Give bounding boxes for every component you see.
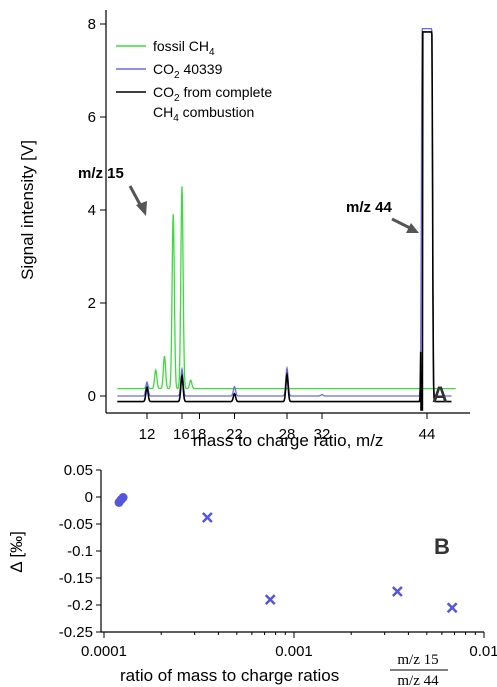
panel-b-y-tick-label: -0.1: [67, 543, 93, 560]
legend: fossil CH4 CO2 40339 CO2 from complete C…: [116, 38, 272, 124]
panel-b-y-tick-label: -0.2: [67, 597, 93, 614]
legend-label-fossil-ch4: fossil CH4: [153, 38, 215, 58]
panel-b-x-tick-label: 0.001: [275, 643, 313, 660]
panel-a-x-axis-title: mass to charge ratio, m/z: [193, 431, 384, 450]
panel-a-y-tick-label: 2: [88, 295, 96, 312]
panel-b-chart: 0.05 0 -0.05 -0.1 -0.15 -0.2 -0.25 0.0001 0.001…: [7, 462, 497, 687]
panel-a-y-tick-label: 8: [88, 16, 96, 33]
data-point-cross-stroke: [446, 602, 458, 614]
panel-b-y-axis-title: Δ [‰]: [7, 531, 26, 573]
data-point-cross: [201, 512, 213, 523]
data-point-cross-stroke: [391, 586, 403, 597]
panel-a-x-tick-label: 28: [279, 426, 296, 443]
annotation-mz15-label: m/z 15: [78, 165, 124, 182]
panel-b-y-tick-label: 0: [85, 489, 93, 506]
annotation-mz44-arrowhead: [406, 223, 419, 233]
series-line-0: [117, 186, 456, 390]
data-point-cross: [391, 586, 403, 597]
legend-label-co2-combustion: CO2 from complete: [153, 84, 272, 104]
panel-b-x-tick-label: 0.0001: [81, 643, 127, 660]
panel-a-x-tick-label: 1618: [173, 426, 206, 443]
panel-b-x-tick-label: 0.01: [469, 643, 497, 660]
fraction-denominator: m/z 44: [397, 673, 439, 687]
panel-a-y-axis-title: Signal intensity [V]: [18, 140, 37, 280]
panel-a-x-ticks: 12 1618 22 28 32 44: [139, 413, 436, 443]
data-point-cross-stroke: [201, 512, 213, 523]
data-point-cross: [264, 594, 276, 605]
panel-a-series: [117, 27, 456, 411]
panel-b-x-ticks: 0.0001 0.001 0.01: [81, 632, 497, 660]
annotation-mz44: m/z 44: [346, 199, 419, 233]
panel-a-y-tick-label: 4: [88, 202, 96, 219]
panel-a-x-tick-label: 44: [419, 426, 436, 443]
annotation-mz15: m/z 15: [78, 165, 147, 216]
annotation-mz15-arrowhead: [136, 201, 147, 216]
panel-b-y-tick-label: 0.05: [64, 462, 93, 479]
series-line-1: [117, 27, 452, 397]
data-point-circle: [118, 493, 128, 503]
panel-a-x-tick-label: 22: [226, 426, 243, 443]
legend-label-co2-40339: CO2 40339: [153, 61, 223, 81]
panel-a-label: A: [432, 382, 448, 407]
panel-a-y-ticks: 0 2 4 6 8: [88, 16, 106, 405]
panel-b-x-axis-title: ratio of mass to charge ratios: [120, 666, 339, 685]
annotation-mz44-label: m/z 44: [346, 199, 393, 216]
panel-a-y-tick-label: 0: [88, 388, 96, 405]
panel-b-y-ticks: 0.05 0 -0.05 -0.1 -0.15 -0.2 -0.25: [59, 462, 101, 641]
data-point-cross-stroke: [264, 594, 276, 605]
panel-a-x-tick-label: 32: [314, 426, 331, 443]
panel-a-chart: 0 2 4 6 8 12 1618 22 28 32 44 Signal intensity [V…: [18, 10, 470, 450]
legend-label-co2-combustion-line2: CH4 combustion: [153, 104, 254, 124]
panel-a-y-tick-label: 6: [88, 109, 96, 126]
panel-b-points: [114, 493, 458, 614]
panel-b-x-axis-fraction: m/z 15 m/z 44: [390, 652, 448, 687]
panel-b-label: B: [434, 534, 450, 559]
series-line-2: [117, 31, 452, 411]
panel-a-x-tick-label: 12: [139, 426, 156, 443]
data-point-cross: [446, 602, 458, 614]
panel-b-y-tick-label: -0.05: [59, 516, 93, 533]
annotation-mz44-arrow: [391, 217, 413, 231]
panel-b-y-tick-label: -0.25: [59, 624, 93, 641]
fraction-numerator: m/z 15: [397, 652, 438, 668]
panel-b-y-tick-label: -0.15: [59, 570, 93, 587]
